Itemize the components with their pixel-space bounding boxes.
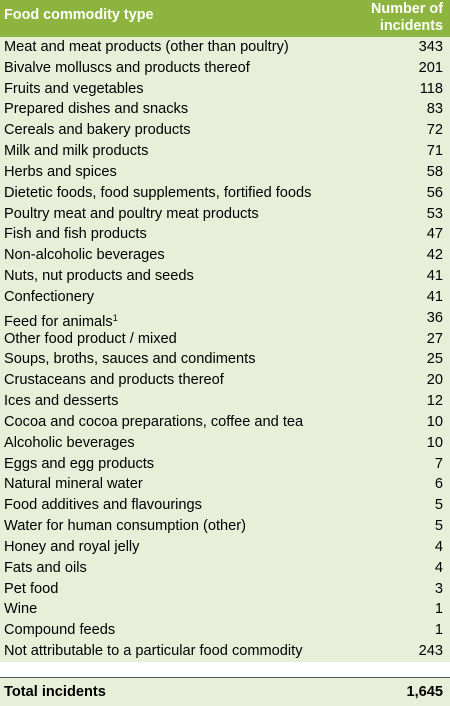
header-bar bbox=[0, 0, 450, 37]
row-label: Ices and desserts bbox=[4, 391, 118, 411]
row-count: 5 bbox=[434, 518, 443, 535]
label-text: Compound feeds bbox=[4, 622, 116, 639]
row-label: Cereals and bakery products bbox=[4, 120, 191, 140]
row-count: 47 bbox=[426, 226, 443, 243]
row-count: 12 bbox=[426, 393, 443, 410]
row-count: 58 bbox=[426, 163, 443, 180]
row-count: 71 bbox=[426, 143, 443, 160]
label-text: Non-alcoholic beverages bbox=[4, 247, 165, 264]
row-label: Natural mineral water bbox=[4, 474, 143, 494]
label-text: Poultry meat and poultry meat products bbox=[4, 205, 259, 222]
row-label: Prepared dishes and snacks bbox=[4, 99, 188, 119]
row-count: 72 bbox=[426, 122, 443, 139]
row-label: Cocoa and cocoa preparations, coffee and… bbox=[4, 412, 303, 432]
label-text: Nuts, nut products and seeds bbox=[4, 268, 194, 285]
row-label: Compound feeds bbox=[4, 620, 115, 640]
label-text: Cereals and bakery products bbox=[4, 122, 191, 139]
row-count: 1 bbox=[434, 622, 443, 639]
label-text: Ices and desserts bbox=[4, 393, 119, 410]
row-label: Herbs and spices bbox=[4, 162, 117, 182]
row-count: 25 bbox=[426, 351, 443, 368]
row-label: Crustaceans and products thereof bbox=[4, 370, 224, 390]
label-text: Fruits and vegetables bbox=[4, 80, 144, 97]
row-label: Dietetic foods, food supplements, fortif… bbox=[4, 183, 311, 203]
row-label: Eggs and egg products bbox=[4, 454, 154, 474]
row-count: 243 bbox=[418, 643, 443, 660]
row-count: 6 bbox=[434, 476, 443, 493]
row-label: Milk and milk products bbox=[4, 141, 148, 161]
row-label: Confectionery bbox=[4, 287, 94, 307]
label-text: Fats and oils bbox=[4, 559, 87, 576]
row-label: Food additives and flavourings bbox=[4, 495, 202, 515]
label-text: Confectionery bbox=[4, 288, 95, 305]
label-text: Milk and milk products bbox=[4, 143, 149, 160]
row-count: 10 bbox=[426, 413, 443, 430]
row-label: Honey and royal jelly bbox=[4, 537, 139, 557]
label-text: Fish and fish products bbox=[4, 226, 147, 243]
row-label: Soups, broths, sauces and condiments bbox=[4, 349, 256, 369]
row-count: 36 bbox=[426, 309, 443, 326]
row-label: Alcoholic beverages bbox=[4, 433, 135, 453]
total-count: 1,645 bbox=[406, 684, 443, 700]
row-count: 7 bbox=[434, 455, 443, 472]
label-text: Pet food bbox=[4, 580, 59, 597]
row-count: 42 bbox=[426, 247, 443, 264]
column-header: Number of incidents bbox=[371, 1, 443, 34]
label-text: Water for human consumption (other) bbox=[4, 518, 246, 535]
row-count: 5 bbox=[434, 497, 443, 514]
row-count: 53 bbox=[426, 205, 443, 222]
row-label: Fruits and vegetables bbox=[4, 79, 144, 99]
label-text: Dietetic foods, food supplements, fortif… bbox=[4, 184, 312, 201]
row-count: 201 bbox=[418, 59, 443, 76]
label-text: Prepared dishes and snacks bbox=[4, 101, 189, 118]
label-text: Natural mineral water bbox=[4, 476, 143, 493]
row-count: 41 bbox=[426, 268, 443, 285]
row-label: Fats and oils bbox=[4, 558, 87, 578]
row-count: 27 bbox=[426, 330, 443, 347]
label-text: Other food product / mixed bbox=[4, 330, 177, 347]
row-label: Bivalve molluscs and products thereof bbox=[4, 58, 250, 78]
label-text: Not attributable to a particular food co… bbox=[4, 643, 303, 660]
label-text: Meat and meat products (other than poult… bbox=[4, 39, 289, 55]
total-row bbox=[0, 677, 450, 706]
table-body bbox=[0, 37, 450, 662]
label-text: Crustaceans and products thereof bbox=[4, 372, 224, 389]
label-text: Food additives and flavourings bbox=[4, 497, 202, 514]
row-label: Wine bbox=[4, 599, 37, 619]
row-count: 20 bbox=[426, 372, 443, 389]
label-text: Wine bbox=[4, 601, 38, 618]
row-label: Not attributable to a particular food co… bbox=[4, 641, 303, 661]
row-count: 4 bbox=[434, 538, 443, 555]
label-text: Soups, broths, sauces and condiments bbox=[4, 351, 256, 368]
row-count: 4 bbox=[434, 559, 443, 576]
label-text: Feed for animals bbox=[4, 313, 113, 330]
row-count: 343 bbox=[418, 39, 443, 55]
row-count: 56 bbox=[426, 184, 443, 201]
column-header: Food commodity type bbox=[4, 7, 154, 23]
total-label: Total incidents bbox=[4, 684, 106, 700]
row-label: Pet food bbox=[4, 579, 58, 599]
label-text: Herbs and spices bbox=[4, 163, 117, 180]
row-count: 1 bbox=[434, 601, 443, 618]
label-text: Cocoa and cocoa preparations, coffee and… bbox=[4, 413, 304, 430]
row-count: 83 bbox=[426, 101, 443, 118]
row-count: 10 bbox=[426, 434, 443, 451]
row-count: 41 bbox=[426, 288, 443, 305]
row-label: Poultry meat and poultry meat products bbox=[4, 204, 259, 224]
row-label: Non-alcoholic beverages bbox=[4, 245, 165, 265]
row-label: Nuts, nut products and seeds bbox=[4, 266, 194, 286]
row-label: Fish and fish products bbox=[4, 224, 147, 244]
row-count: 118 bbox=[419, 80, 443, 97]
row-count: 3 bbox=[434, 580, 443, 597]
label-text: Eggs and egg products bbox=[4, 455, 155, 472]
footnote-mark: 1 bbox=[112, 312, 118, 323]
label-text: Bivalve molluscs and products thereof bbox=[4, 59, 250, 76]
row-label: Meat and meat products (other than poult… bbox=[4, 37, 289, 57]
label-text: Alcoholic beverages bbox=[4, 434, 135, 451]
label-text: Honey and royal jelly bbox=[4, 538, 140, 555]
row-label: Feed for animals1 bbox=[4, 308, 118, 332]
row-label: Other food product / mixed bbox=[4, 329, 177, 349]
row-label: Water for human consumption (other) bbox=[4, 516, 246, 536]
